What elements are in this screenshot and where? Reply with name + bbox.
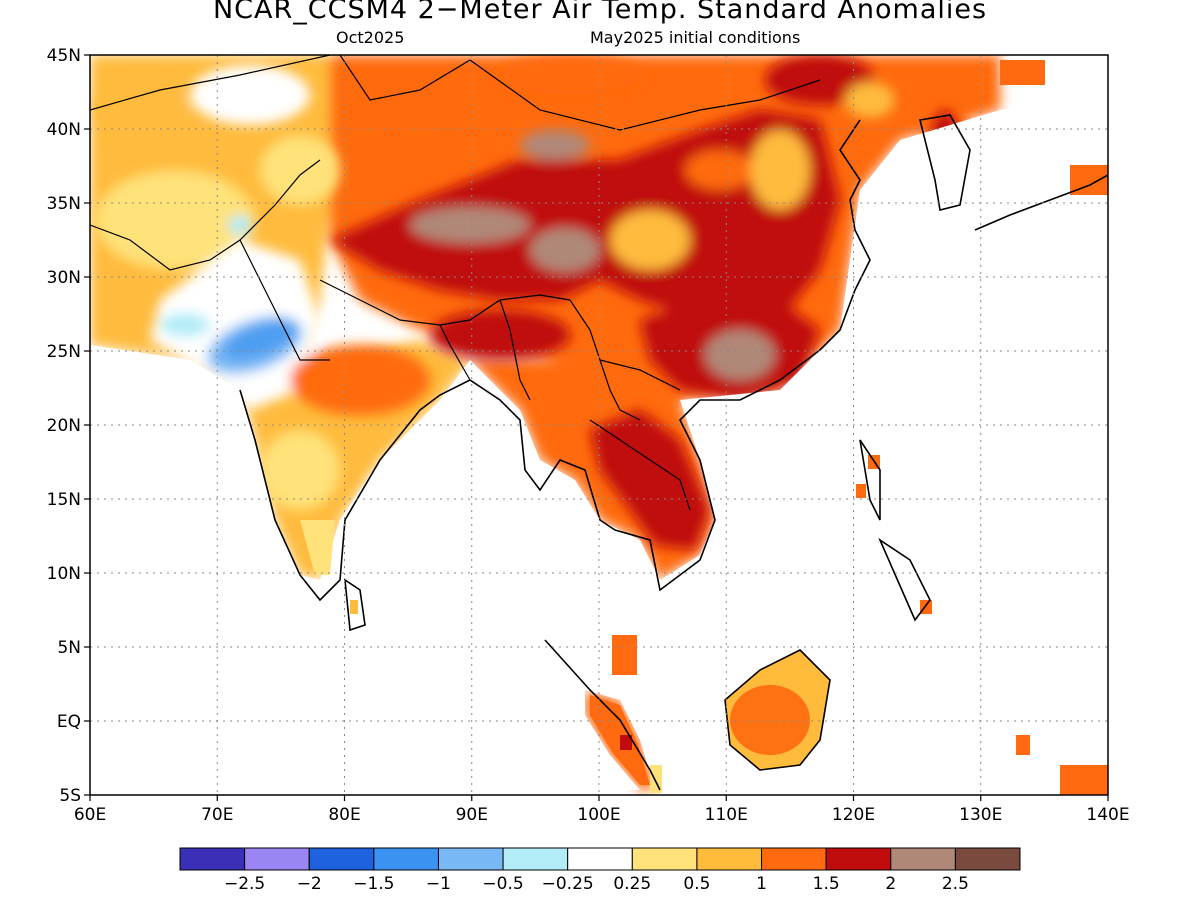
lat-tick-label: 45N xyxy=(47,46,81,66)
lat-tick-label: 15N xyxy=(47,490,81,510)
lon-tick-label: 120E xyxy=(832,805,875,825)
initial-conditions-label: May2025 initial conditions xyxy=(590,28,801,47)
graticule xyxy=(90,55,1108,795)
colorbar-label: 1 xyxy=(756,874,767,894)
colorbar-swatch xyxy=(437,847,504,871)
colorbar-swatch xyxy=(761,847,827,871)
colorbar-swatch xyxy=(502,847,569,871)
colorbar-swatch xyxy=(567,847,633,871)
lon-tick-label: 70E xyxy=(201,805,233,825)
colorbar-label: −1.5 xyxy=(353,874,394,894)
longitude-axis: 60E 70E 80E 90E 100E 110E 120E 130E 140E xyxy=(74,795,1130,825)
colorbar-swatch xyxy=(825,847,892,871)
colorbar-swatch xyxy=(244,847,310,871)
latitude-axis: 45N 40N 35N 30N 25N 20N 15N 10N 5N EQ 5S xyxy=(47,46,90,806)
colorbar-swatch xyxy=(631,847,698,871)
colorbar-swatch xyxy=(373,847,439,871)
lon-tick-label: 60E xyxy=(74,805,106,825)
anomaly-field xyxy=(90,55,1108,795)
lon-tick-label: 110E xyxy=(705,805,748,825)
colorbar-swatch xyxy=(179,847,246,871)
lat-tick-label: 35N xyxy=(47,194,81,214)
lat-tick-label: 25N xyxy=(47,342,81,362)
colorbar: −2.5 −2 −1.5 −1 −0.5 −0.25 0.25 0.5 1 1.5 2 2.5 xyxy=(179,847,1021,894)
lat-tick-label: 40N xyxy=(47,120,81,140)
colorbar-label: −0.25 xyxy=(542,874,594,894)
colorbar-label: −1 xyxy=(426,874,451,894)
lat-tick-label: 10N xyxy=(47,564,81,584)
colorbar-swatch xyxy=(696,847,763,871)
lat-tick-label: 30N xyxy=(47,268,81,288)
lon-tick-label: 140E xyxy=(1086,805,1129,825)
lat-tick-label: 5N xyxy=(57,638,81,658)
map-title: NCAR_CCSM4 2−Meter Air Temp. Standard An… xyxy=(212,0,988,25)
colorbar-label: 1.5 xyxy=(813,874,840,894)
colorbar-swatch xyxy=(890,847,956,871)
lon-tick-label: 90E xyxy=(456,805,488,825)
colorbar-label: 2.5 xyxy=(942,874,969,894)
colorbar-label: −2 xyxy=(297,874,322,894)
colorbar-swatch xyxy=(954,847,1021,871)
colorbar-label: −2.5 xyxy=(224,874,265,894)
colorbar-label: 2 xyxy=(885,874,896,894)
colorbar-label: 0.25 xyxy=(613,874,651,894)
colorbar-label: −0.5 xyxy=(482,874,523,894)
country-borders xyxy=(90,55,821,511)
lon-tick-label: 80E xyxy=(328,805,360,825)
colorbar-swatch xyxy=(308,847,375,871)
lon-tick-label: 130E xyxy=(959,805,1002,825)
lat-tick-label: EQ xyxy=(57,712,81,732)
lon-tick-label: 100E xyxy=(577,805,620,825)
lat-tick-label: 5S xyxy=(59,786,81,806)
colorbar-label: 0.5 xyxy=(683,874,710,894)
coastlines xyxy=(239,114,1108,791)
target-month-label: Oct2025 xyxy=(336,28,405,47)
lat-tick-label: 20N xyxy=(47,416,81,436)
